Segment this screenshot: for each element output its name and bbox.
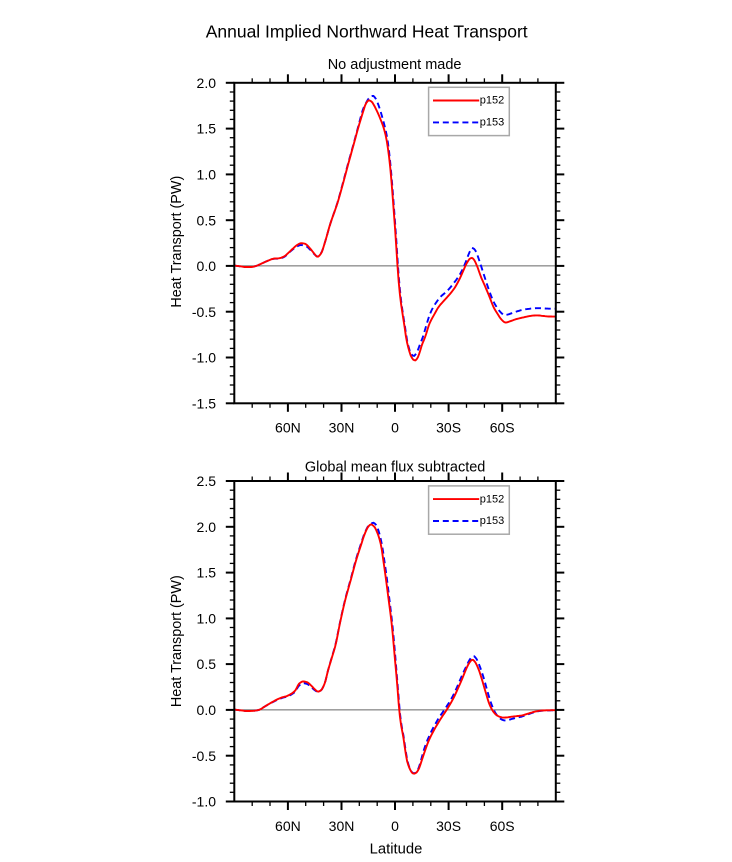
svg-text:-1.5: -1.5 [192, 395, 216, 411]
svg-text:60N: 60N [275, 420, 301, 436]
svg-text:0: 0 [391, 818, 399, 834]
svg-text:0: 0 [391, 420, 399, 436]
svg-text:No adjustment made: No adjustment made [328, 57, 462, 73]
svg-text:30N: 30N [329, 818, 355, 834]
svg-text:1.0: 1.0 [197, 611, 217, 627]
svg-text:60N: 60N [275, 818, 301, 834]
svg-text:Latitude: Latitude [370, 841, 423, 857]
svg-text:60S: 60S [490, 420, 515, 436]
svg-text:-0.5: -0.5 [192, 748, 216, 764]
svg-text:0.5: 0.5 [197, 212, 217, 228]
svg-text:Global mean flux subtracted: Global mean flux subtracted [305, 459, 486, 475]
svg-text:p152: p152 [480, 95, 504, 107]
svg-text:-1.0: -1.0 [192, 794, 216, 810]
svg-text:-0.5: -0.5 [192, 304, 216, 320]
svg-text:p153: p153 [480, 117, 504, 129]
svg-text:p153: p153 [480, 515, 504, 527]
svg-text:0.5: 0.5 [197, 656, 217, 672]
svg-text:Heat Transport (PW): Heat Transport (PW) [169, 575, 185, 707]
svg-text:1.5: 1.5 [197, 121, 217, 137]
svg-text:-1.0: -1.0 [192, 350, 216, 366]
svg-text:30N: 30N [329, 420, 355, 436]
svg-text:p152: p152 [480, 493, 504, 505]
svg-text:1.5: 1.5 [197, 565, 217, 581]
svg-text:2.0: 2.0 [197, 75, 217, 91]
svg-text:Annual Implied Northward Heat: Annual Implied Northward Heat Transport [206, 22, 528, 42]
svg-text:2.5: 2.5 [197, 473, 217, 489]
svg-text:1.0: 1.0 [197, 167, 217, 183]
svg-text:30S: 30S [436, 818, 461, 834]
svg-text:60S: 60S [490, 818, 515, 834]
svg-text:30S: 30S [436, 420, 461, 436]
svg-text:Heat Transport (PW): Heat Transport (PW) [169, 176, 185, 308]
svg-text:2.0: 2.0 [197, 519, 217, 535]
svg-text:0.0: 0.0 [197, 258, 217, 274]
svg-text:0.0: 0.0 [197, 702, 217, 718]
